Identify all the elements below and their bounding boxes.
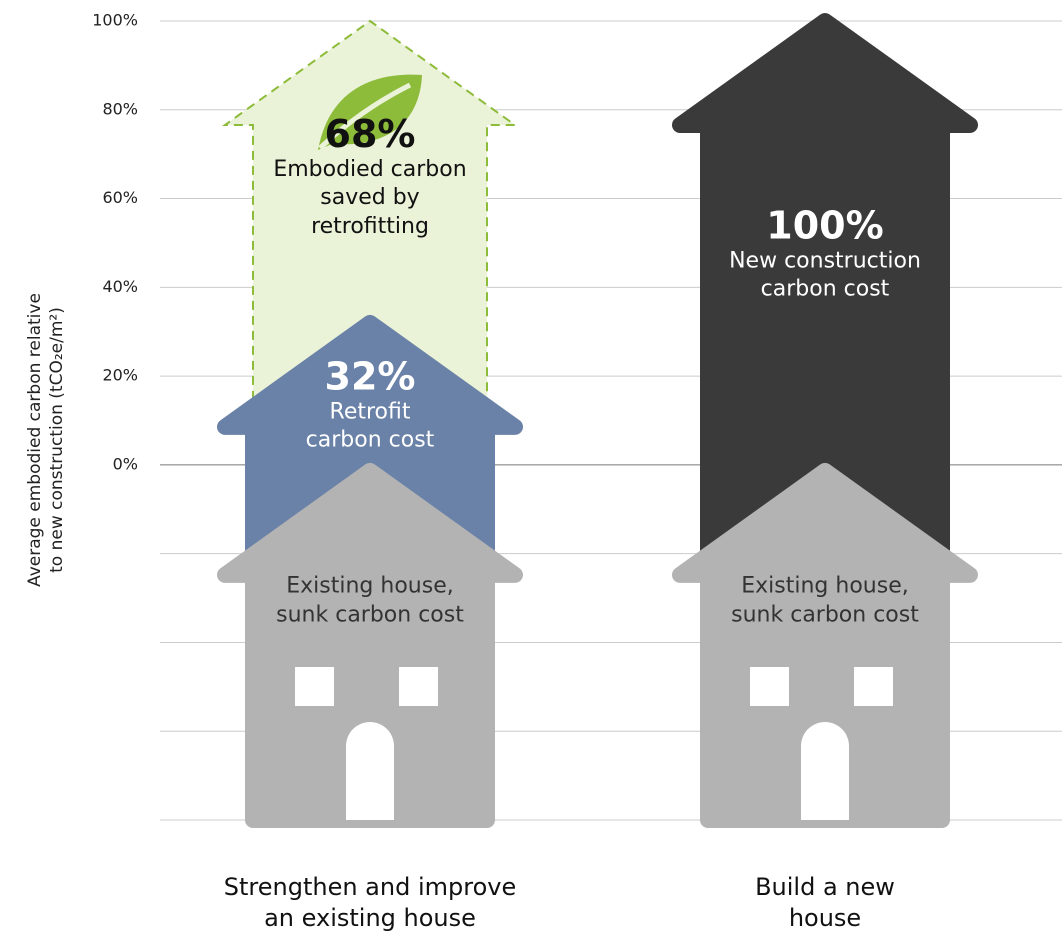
window [399, 667, 438, 706]
y-tick-label: 80% [102, 99, 138, 118]
house-annotation: Existing house, sunk carbon cost [731, 573, 919, 627]
segment-label: 68% Embodied carbon saved by retrofitting [240, 112, 500, 242]
arrow-bar [672, 13, 978, 558]
house [672, 462, 978, 828]
segment-name: Embodied carbon saved by retrofitting [273, 156, 467, 240]
leaf-vein [318, 82, 412, 150]
y-tick-label: 60% [102, 188, 138, 207]
y-axis-label: Average embodied carbon relative to new … [24, 293, 67, 587]
house-annotation: Existing house, sunk carbon cost [276, 573, 464, 627]
segment-label: 32% Retrofit carbon cost [240, 356, 500, 455]
x-category-label: Strengthen and improve an existing house [223, 872, 517, 932]
y-tick-label: 40% [102, 277, 138, 296]
segment-name: New construction carbon cost [729, 248, 921, 302]
arrow-bar [217, 314, 523, 558]
data-label: 68% [324, 112, 416, 157]
window [750, 667, 789, 706]
y-tick-label: 20% [102, 366, 138, 385]
door [346, 722, 394, 820]
segment-name: Retrofit carbon cost [305, 399, 435, 453]
leaf-icon [318, 74, 422, 150]
house [217, 462, 523, 828]
window [854, 667, 893, 706]
segment-label: 100% New construction carbon cost [695, 205, 955, 304]
y-tick-label: 100% [92, 11, 138, 30]
data-label: 32% [324, 354, 416, 399]
door [801, 722, 849, 820]
y-tick-label: 0% [113, 454, 138, 473]
x-category-label: Build a new house [755, 872, 895, 932]
window [295, 667, 334, 706]
data-label: 100% [766, 203, 884, 248]
